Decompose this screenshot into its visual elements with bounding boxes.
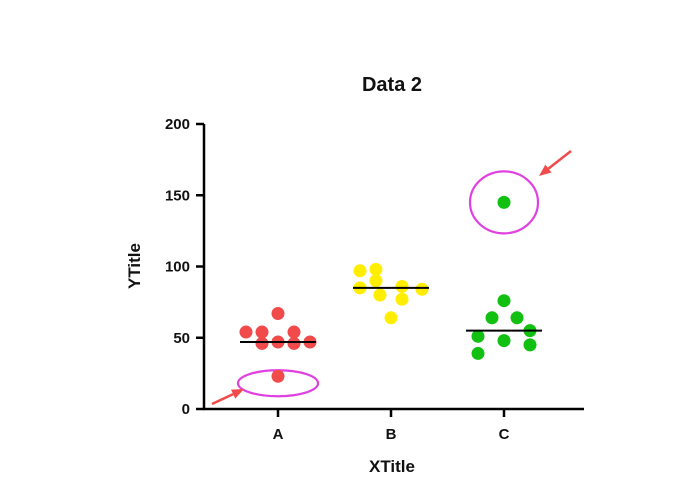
data-point — [369, 262, 383, 276]
data-point — [384, 311, 398, 325]
arrow-head — [231, 389, 244, 399]
data-point — [471, 329, 485, 343]
data-point — [497, 334, 511, 348]
y-tick-label: 0 — [182, 401, 190, 418]
y-tick-label: 100 — [165, 259, 190, 276]
data-point — [415, 282, 429, 296]
data-point — [353, 264, 367, 278]
data-point — [523, 338, 537, 352]
data-point — [510, 311, 524, 325]
y-axis-title: YTitle — [125, 243, 144, 289]
chart-title: Data 2 — [362, 74, 422, 96]
x-ticks: A B C — [273, 409, 510, 443]
data-point — [497, 195, 511, 209]
data-point — [287, 325, 301, 339]
data-point — [369, 274, 383, 288]
mean-lines — [240, 286, 542, 344]
y-ticks: 0 50 100 150 200 — [165, 116, 204, 418]
data-point — [395, 292, 409, 306]
annotation-arrows — [211, 150, 572, 406]
data-point — [395, 279, 409, 293]
y-tick-label: 50 — [173, 330, 190, 347]
x-tick-label: C — [499, 426, 510, 443]
y-tick-label: 200 — [165, 116, 190, 133]
arrow-shaft — [547, 150, 572, 170]
data-point — [271, 307, 285, 321]
y-tick-label: 150 — [165, 187, 190, 204]
data-point — [255, 336, 269, 350]
x-tick-label: A — [273, 426, 284, 443]
arrow-shaft — [211, 392, 234, 406]
data-point — [485, 311, 499, 325]
x-tick-label: B — [386, 426, 397, 443]
data-point — [471, 346, 485, 360]
data-points — [239, 195, 537, 383]
data-point — [239, 325, 253, 339]
highlight-ellipse — [468, 170, 540, 235]
data-point — [497, 294, 511, 308]
outlier-highlights — [236, 170, 540, 398]
data-point — [255, 325, 269, 339]
x-axis-title: XTitle — [369, 457, 415, 476]
data-point — [287, 336, 301, 350]
data-point — [373, 288, 387, 302]
data-point — [271, 369, 285, 383]
arrow-head — [539, 164, 552, 176]
